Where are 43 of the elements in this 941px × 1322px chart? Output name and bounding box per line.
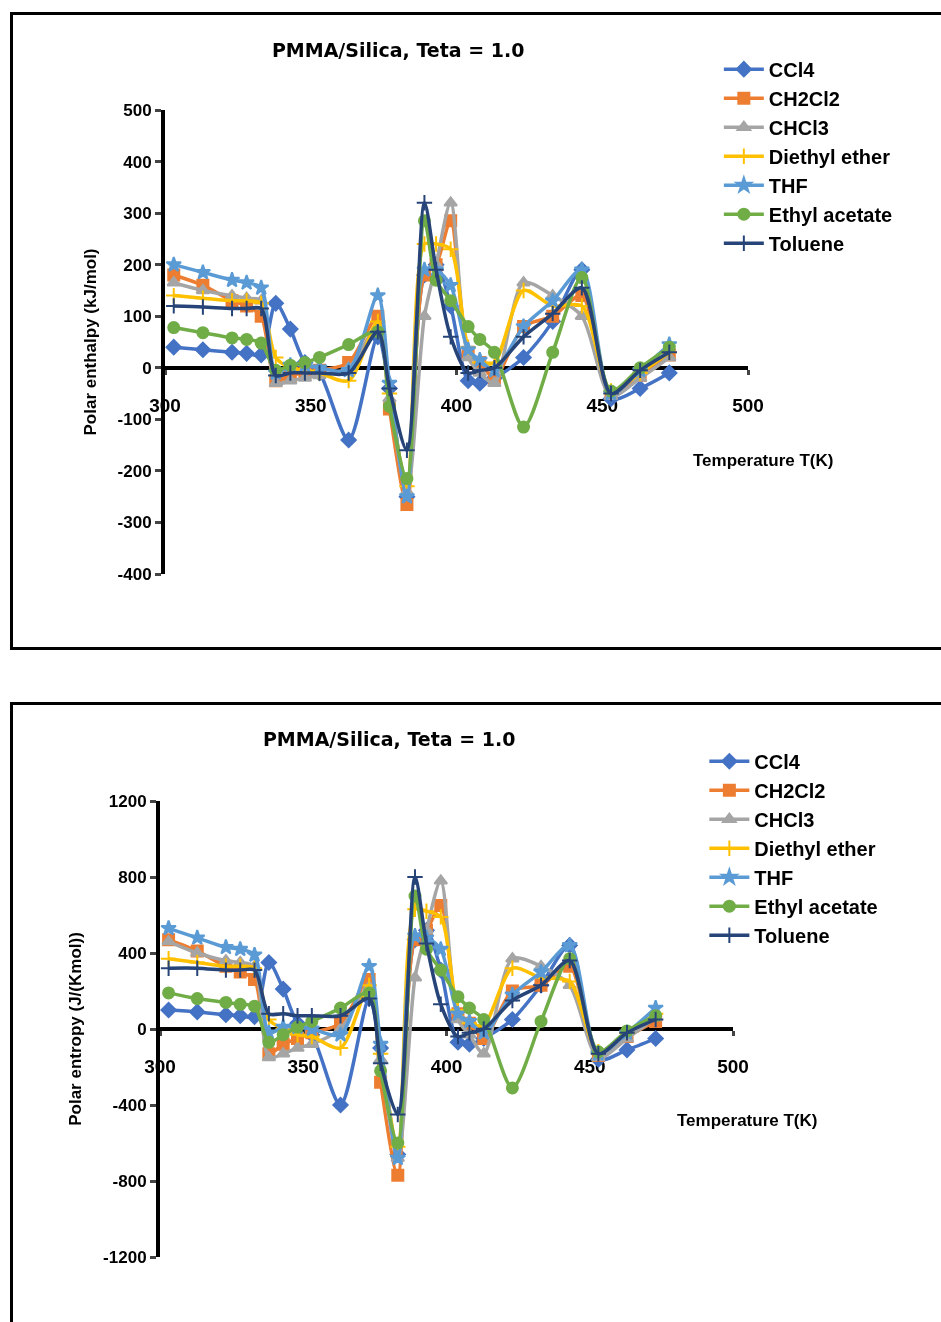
x-tick-label: 500 bbox=[717, 1055, 749, 1077]
y-tick-label: 200 bbox=[123, 255, 152, 275]
y-tick-label: 0 bbox=[142, 358, 152, 378]
y-tick-label: 100 bbox=[123, 307, 152, 327]
y-tick-label: -800 bbox=[112, 1171, 147, 1191]
x-axis-title: Temperature T(K) bbox=[677, 1111, 818, 1130]
x-axis-title: Temperature T(K) bbox=[693, 451, 834, 470]
x-tick-label: 400 bbox=[430, 1055, 463, 1077]
x-tick-label: 500 bbox=[732, 394, 764, 416]
y-tick-label: 1200 bbox=[108, 791, 147, 811]
y-axis-title: Polar entropy (J/(Kmol)) bbox=[66, 932, 86, 1126]
y-tick-label: 400 bbox=[118, 943, 147, 963]
y-tick-label: 800 bbox=[118, 867, 147, 887]
legend-label: Toluene bbox=[754, 925, 830, 948]
legend-label: CHCl3 bbox=[754, 809, 815, 832]
x-tick-label: 400 bbox=[440, 394, 473, 416]
y-tick-label: -100 bbox=[117, 410, 152, 430]
legend-label: Ethyl acetate bbox=[768, 203, 893, 226]
y-tick-label: 400 bbox=[123, 152, 152, 172]
legend-label: THF bbox=[768, 174, 808, 197]
legend-label: Toluene bbox=[768, 232, 845, 255]
legend-label: CH2Cl2 bbox=[768, 87, 840, 110]
y-tick-label: 300 bbox=[123, 204, 152, 224]
legend-label: THF bbox=[754, 867, 794, 890]
y-tick-label: -400 bbox=[112, 1095, 147, 1115]
legend-label: CH2Cl2 bbox=[754, 780, 826, 803]
legend-label: Ethyl acetate bbox=[754, 896, 878, 919]
legend-label: Diethyl ether bbox=[768, 145, 891, 168]
y-tick-label: -1200 bbox=[103, 1247, 147, 1267]
y-tick-label: 500 bbox=[123, 100, 152, 120]
chart-title: PMMA/Silica, Teta = 1.0 bbox=[271, 38, 525, 61]
legend-label: CCl4 bbox=[754, 751, 801, 774]
legend-label: Diethyl ether bbox=[754, 838, 876, 861]
y-axis-title: Polar enthalpy (kJ/mol) bbox=[80, 248, 100, 436]
y-tick-label: -300 bbox=[117, 513, 152, 533]
y-tick-label: -200 bbox=[117, 461, 152, 481]
legend-label: CCl4 bbox=[768, 58, 816, 81]
y-tick-label: -400 bbox=[117, 564, 152, 584]
chart-title: PMMA/Silica, Teta = 1.0 bbox=[262, 728, 516, 751]
x-tick-label: 350 bbox=[287, 1055, 320, 1077]
y-tick-label: 0 bbox=[137, 1019, 147, 1039]
x-tick-label: 350 bbox=[294, 394, 327, 416]
legend-label: CHCl3 bbox=[768, 116, 829, 139]
